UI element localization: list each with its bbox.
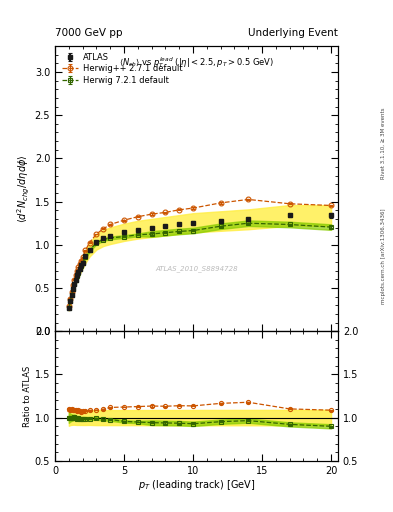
X-axis label: $p_{T}$ (leading track) [GeV]: $p_{T}$ (leading track) [GeV] — [138, 478, 255, 493]
Y-axis label: $\langle d^2 N_{chg}/d\eta d\phi \rangle$: $\langle d^2 N_{chg}/d\eta d\phi \rangle… — [16, 154, 32, 223]
Y-axis label: Ratio to ATLAS: Ratio to ATLAS — [23, 366, 32, 426]
Text: 7000 GeV pp: 7000 GeV pp — [55, 28, 123, 38]
Text: Rivet 3.1.10, ≥ 3M events: Rivet 3.1.10, ≥ 3M events — [381, 108, 386, 179]
Text: Underlying Event: Underlying Event — [248, 28, 338, 38]
Text: mcplots.cern.ch [arXiv:1306.3436]: mcplots.cern.ch [arXiv:1306.3436] — [381, 208, 386, 304]
Text: $\langle N_{ch} \rangle$ vs $p_{T}^{lead}$ ($|\eta| < 2.5, p_{T} > 0.5$ GeV): $\langle N_{ch} \rangle$ vs $p_{T}^{lead… — [119, 55, 274, 70]
Legend: ATLAS, Herwig++ 2.7.1 default, Herwig 7.2.1 default: ATLAS, Herwig++ 2.7.1 default, Herwig 7.… — [58, 50, 185, 88]
Text: ATLAS_2010_S8894728: ATLAS_2010_S8894728 — [155, 265, 238, 272]
